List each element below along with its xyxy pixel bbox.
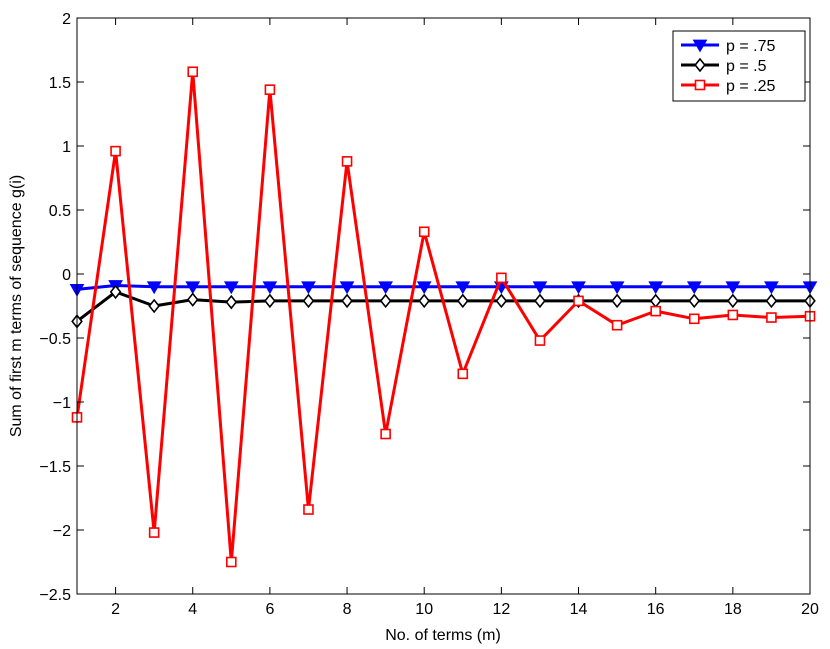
- x-tick-label: 4: [188, 601, 197, 618]
- y-tick-label: −1: [53, 395, 71, 412]
- x-tick-label: 14: [570, 601, 588, 618]
- data-point: [688, 293, 701, 309]
- data-point: [532, 281, 548, 295]
- data-point: [418, 293, 431, 309]
- x-tick-label: 2: [111, 601, 120, 618]
- data-point: [764, 281, 779, 295]
- data-point: [457, 368, 469, 380]
- y-tick-label: −0.5: [39, 331, 71, 348]
- data-point: [379, 293, 392, 309]
- x-tick-label: 8: [343, 601, 352, 618]
- data-point: [264, 293, 276, 309]
- y-tick-label: −2: [53, 523, 71, 540]
- data-point: [303, 504, 314, 515]
- data-point: [301, 281, 316, 295]
- data-point: [534, 293, 546, 309]
- legend-entry: p = .75: [681, 38, 775, 55]
- y-tick-label: −1.5: [39, 459, 71, 476]
- x-tick-label: 6: [265, 601, 274, 618]
- y-tick-label: 1.5: [49, 75, 71, 92]
- data-point: [495, 293, 508, 309]
- data-point: [187, 66, 199, 78]
- data-point: [341, 293, 353, 309]
- data-point: [456, 293, 469, 309]
- tick-layer: 2 4 6 8 10 12 14 16 18 20 −2.5 −2 −1.5 −1 −0.5 0 0.5 1 1.5…: [39, 11, 819, 618]
- legend-entry: p = .25: [681, 78, 775, 95]
- legend-label: p = .25: [726, 78, 775, 95]
- data-point: [185, 281, 201, 295]
- data-point: [186, 292, 199, 307]
- data-point: [264, 84, 276, 95]
- data-point: [223, 281, 239, 295]
- data-point: [378, 281, 393, 295]
- y-tick-label: 1: [62, 139, 71, 156]
- data-point: [146, 281, 162, 295]
- data-point: [109, 284, 122, 300]
- data-point: [341, 156, 353, 167]
- legend-label: p = .75: [726, 38, 775, 55]
- data-point: [226, 556, 237, 568]
- legend-entry: p = .5: [681, 57, 767, 75]
- x-tick-label: 16: [647, 601, 665, 618]
- data-point: [339, 281, 355, 295]
- data-point: [686, 281, 702, 295]
- data-point: [571, 281, 586, 295]
- series-line: [76, 284, 810, 291]
- data-point: [727, 293, 739, 309]
- data-point: [725, 281, 741, 295]
- data-point: [380, 428, 391, 440]
- data-point: [225, 294, 238, 310]
- data-point: [148, 527, 160, 538]
- series-layer: [69, 66, 818, 568]
- y-tick-label: −2.5: [39, 587, 71, 604]
- x-tick-label: 20: [801, 601, 819, 618]
- legend-label: p = .5: [726, 58, 767, 75]
- data-point: [534, 335, 546, 346]
- x-tick-label: 10: [415, 601, 433, 618]
- x-tick-label: 18: [724, 601, 742, 618]
- data-point: [688, 313, 700, 325]
- data-point: [302, 293, 315, 309]
- legend-marker: [692, 39, 708, 53]
- data-point: [262, 281, 278, 295]
- data-point: [418, 226, 430, 238]
- y-tick-label: 2: [62, 11, 71, 28]
- y-tick-label: 0.5: [49, 203, 71, 220]
- data-point: [611, 319, 623, 331]
- legend-marker: [694, 57, 706, 73]
- data-point: [455, 281, 471, 295]
- data-point: [765, 293, 778, 309]
- data-point: [727, 309, 739, 321]
- legend: p = .75 p = .5 p = .25: [672, 30, 806, 102]
- data-point: [416, 281, 432, 295]
- y-axis-label: Sum of first m terms of sequence g(i): [8, 175, 25, 437]
- y-tick-label: 0: [62, 267, 71, 284]
- plot-area-frame: [76, 17, 811, 595]
- data-point: [148, 298, 160, 314]
- data-point: [496, 272, 507, 284]
- data-point: [648, 281, 664, 295]
- data-point: [650, 305, 661, 317]
- series-p-75: [69, 280, 818, 297]
- legend-marker: [694, 79, 706, 91]
- data-point: [110, 145, 121, 157]
- data-point: [573, 295, 584, 307]
- x-tick-label: 12: [492, 601, 510, 618]
- series-line: [75, 70, 811, 564]
- data-point: [611, 293, 623, 309]
- data-point: [609, 281, 625, 295]
- x-axis-label: No. of terms (m): [385, 627, 501, 644]
- data-point: [766, 312, 777, 323]
